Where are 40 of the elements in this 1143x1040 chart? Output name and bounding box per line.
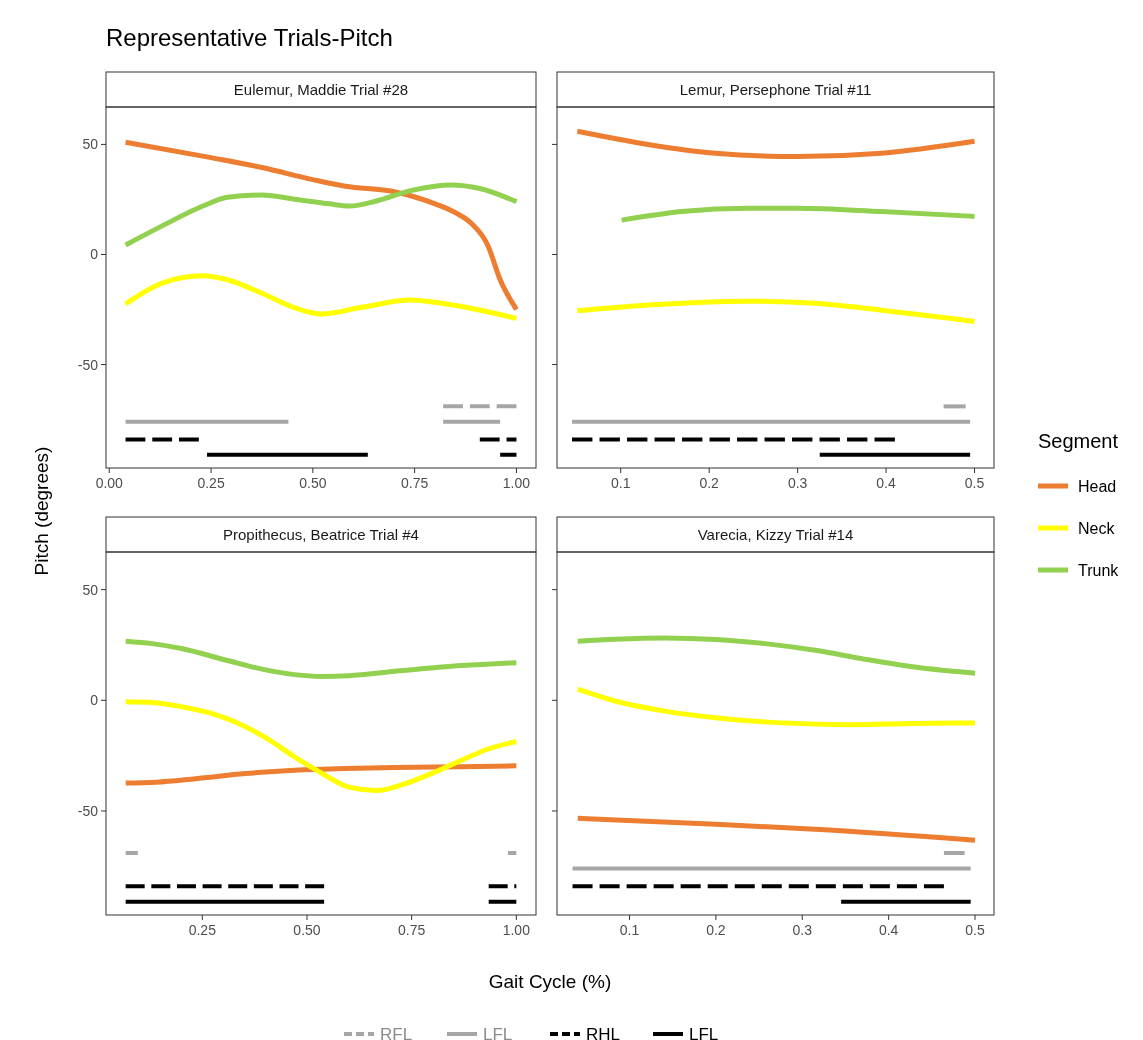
x-tick-label: 0.50 [293,922,321,938]
x-tick-label: 0.5 [965,922,985,938]
y-tick-label: 50 [82,581,99,598]
x-tick-label: 0.2 [706,922,726,938]
x-tick-label: 1.00 [502,922,531,938]
y-axis-title: Pitch (degrees) [31,446,52,576]
y-tick-label: -50 [77,802,99,819]
legend-label: Neck [1078,520,1116,537]
legend-label: LFL [483,1025,513,1040]
x-tick-label: 0.2 [699,475,720,491]
x-axis-title: Gait Cycle (%) [488,971,612,992]
y-tick-label: 0 [90,246,99,263]
chart-subtitle: Eulemur, Maddie Trial #28 [233,81,409,98]
y-tick-label: -50 [77,356,99,373]
legend-label: RHL [586,1025,621,1040]
x-tick-label: 0.00 [95,475,124,491]
x-tick-label: 0.75 [401,475,429,491]
legend-label: LFL [689,1025,719,1040]
y-tick-label: 0 [90,692,99,709]
x-tick-label: 0.3 [787,475,808,491]
chart-subtitle: Varecia, Kizzy Trial #14 [697,526,854,543]
legend-label: Trunk [1078,562,1120,579]
chart-title: Representative Trials-Pitch [106,24,393,51]
chart-subtitle: Lemur, Persephone Trial #11 [679,81,872,98]
x-tick-label: 0.25 [188,922,217,938]
y-tick-label: 50 [82,136,99,153]
legend-title: Segment [1038,430,1119,452]
x-tick-label: 1.00 [502,475,531,491]
x-tick-label: 0.5 [964,475,985,491]
x-tick-label: 0.25 [197,475,225,491]
x-tick-label: 0.4 [878,922,899,938]
x-tick-label: 0.1 [610,475,631,491]
x-tick-label: 0.75 [398,922,426,938]
chart-subtitle: Propithecus, Beatrice Trial #4 [223,526,419,543]
x-tick-label: 0.1 [619,922,640,938]
legend-label: RFL [380,1025,413,1040]
x-tick-label: 0.50 [299,475,327,491]
legend-label: Head [1078,478,1117,495]
x-tick-label: 0.3 [792,922,813,938]
x-tick-label: 0.4 [876,475,897,491]
